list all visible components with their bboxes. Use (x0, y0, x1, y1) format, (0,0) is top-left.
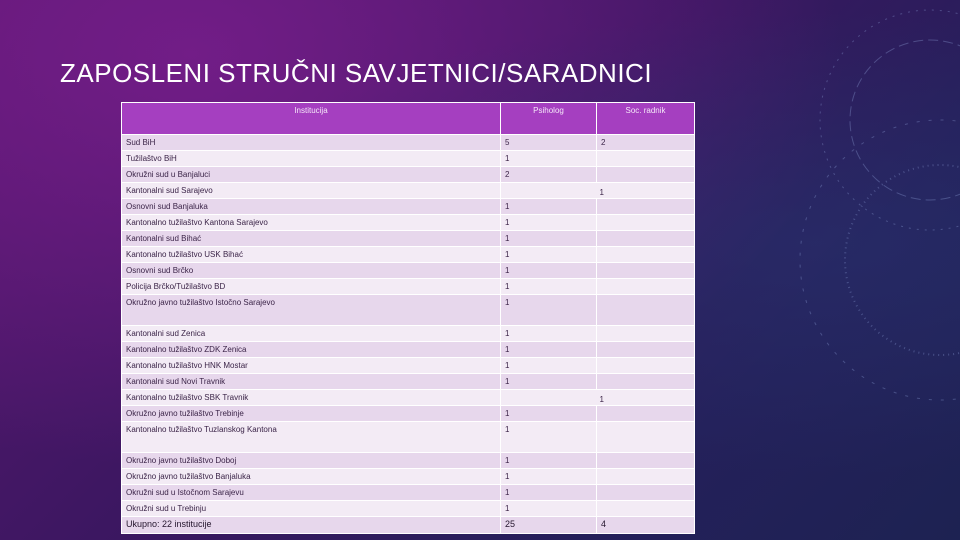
slide-title: ZAPOSLENI STRUČNI SAVJETNICI/SARADNICI (60, 58, 653, 88)
psiholog-cell: 1 (500, 198, 597, 215)
psiholog-cell: 1 (500, 230, 597, 247)
soc-radnik-cell (596, 166, 695, 183)
psiholog-cell: 1 (500, 357, 597, 374)
soc-radnik-cell (596, 246, 695, 263)
soc-radnik-cell (596, 150, 695, 167)
institution-cell: Okružni sud u Trebinju (121, 500, 501, 517)
header-soc-radnik: Soc. radnik (596, 102, 695, 135)
psiholog-cell: 1 (500, 246, 597, 263)
decorative-circles (799, 9, 960, 401)
table-row: Kantonalno tužilaštvo Tuzlanskog Kantona… (121, 421, 695, 453)
soc-radnik-cell (596, 357, 695, 374)
institution-cell: Kantonalni sud Zenica (121, 325, 501, 342)
table-row: Okružni sud u Banjaluci 2 (121, 166, 695, 183)
psiholog-cell: 1 (500, 484, 597, 501)
total-soc-radnik: 4 (596, 516, 695, 534)
psiholog-cell: 2 (500, 166, 597, 183)
table-row: Tužilaštvo BiH 1 (121, 150, 695, 167)
psiholog-cell: 1 (500, 405, 597, 422)
institution-cell: Okružni sud u Istočnom Sarajevu (121, 484, 501, 501)
psiholog-cell: 1 (500, 325, 597, 342)
table-row: Osnovni sud Brčko 1 (121, 262, 695, 279)
institution-cell: Kantonalni sud Bihać (121, 230, 501, 247)
psiholog-cell: 1 (500, 468, 597, 485)
institution-cell: Kantonalni sud Novi Travnik (121, 373, 501, 390)
table-row: Osnovni sud Banjaluka 1 (121, 198, 695, 215)
soc-radnik-cell (596, 405, 695, 422)
psiholog-cell: 1 (500, 452, 597, 469)
institution-cell: Kantonalno tužilaštvo USK Bihać (121, 246, 501, 263)
institution-cell: Okružno javno tužilaštvo Banjaluka (121, 468, 501, 485)
soc-radnik-cell: 2 (596, 134, 695, 151)
institution-cell: Kantonalno tužilaštvo HNK Mostar (121, 357, 501, 374)
institution-cell: Kantonalno tužilaštvo Tuzlanskog Kantona (121, 421, 501, 453)
institution-cell: Kantonalni sud Sarajevo (121, 182, 501, 199)
table-row: Okružni sud u Trebinju 1 (121, 500, 695, 517)
soc-radnik-cell (596, 373, 695, 390)
table-row: Okružno javno tužilaštvo Trebinje 1 (121, 405, 695, 422)
institution-cell: Kantonalno tužilaštvo ZDK Zenica (121, 341, 501, 358)
soc-radnik-cell (596, 421, 695, 453)
header-institucija: Institucija (121, 102, 501, 135)
soc-radnik-cell (596, 214, 695, 231)
soc-radnik-cell (596, 262, 695, 279)
soc-radnik-cell (596, 500, 695, 517)
institution-cell: Okružno javno tužilaštvo Trebinje (121, 405, 501, 422)
table-row: Okružno javno tužilaštvo Banjaluka 1 (121, 468, 695, 485)
soc-radnik-cell (596, 484, 695, 501)
table-row: Kantonalni sud Sarajevo 1 (121, 182, 695, 199)
soc-radnik-cell (596, 341, 695, 358)
psiholog-cell: 1 (500, 421, 597, 453)
institution-cell: Tužilaštvo BiH (121, 150, 501, 167)
table-row: Kantonalno tužilaštvo Kantona Sarajevo 1 (121, 214, 695, 231)
soc-radnik-cell (596, 294, 695, 326)
total-psiholog: 25 (500, 516, 597, 534)
table-header-row: Institucija Psiholog Soc. radnik (121, 102, 695, 135)
table-row: Policija Brčko/Tužilaštvo BD 1 (121, 278, 695, 295)
table-row: Kantonalni sud Bihać 1 (121, 230, 695, 247)
table-row: Kantonalni sud Zenica 1 (121, 325, 695, 342)
soc-radnik-cell (596, 278, 695, 295)
institution-cell: Sud BiH (121, 134, 501, 151)
soc-radnik-cell: 1 (500, 389, 695, 406)
institution-cell: Osnovni sud Brčko (121, 262, 501, 279)
header-psiholog: Psiholog (500, 102, 597, 135)
psiholog-cell: 1 (500, 341, 597, 358)
institution-cell: Okružno javno tužilaštvo Istočno Sarajev… (121, 294, 501, 326)
total-label: Ukupno: 22 institucije (121, 516, 501, 534)
institutions-table: Institucija Psiholog Soc. radnik Sud BiH… (121, 102, 695, 534)
psiholog-cell: 1 (500, 278, 597, 295)
table-row: Okružni sud u Istočnom Sarajevu 1 (121, 484, 695, 501)
table-row: Okružno javno tužilaštvo Istočno Sarajev… (121, 294, 695, 326)
table-row: Sud BiH 5 2 (121, 134, 695, 151)
table-row: Kantonalno tužilaštvo ZDK Zenica 1 (121, 341, 695, 358)
psiholog-cell: 1 (500, 294, 597, 326)
psiholog-cell: 1 (500, 373, 597, 390)
soc-radnik-cell (596, 198, 695, 215)
soc-radnik-cell: 1 (500, 182, 695, 199)
table-total-row: Ukupno: 22 institucije 25 4 (121, 516, 695, 534)
institution-cell: Kantonalno tužilaštvo SBK Travnik (121, 389, 501, 406)
institution-cell: Okružno javno tužilaštvo Doboj (121, 452, 501, 469)
soc-radnik-cell (596, 452, 695, 469)
psiholog-cell: 1 (500, 262, 597, 279)
soc-radnik-cell (596, 325, 695, 342)
psiholog-cell: 1 (500, 214, 597, 231)
psiholog-cell: 5 (500, 134, 597, 151)
soc-radnik-cell (596, 468, 695, 485)
institution-cell: Osnovni sud Banjaluka (121, 198, 501, 215)
institution-cell: Kantonalno tužilaštvo Kantona Sarajevo (121, 214, 501, 231)
table-row: Kantonalno tužilaštvo SBK Travnik 1 (121, 389, 695, 406)
institution-cell: Okružni sud u Banjaluci (121, 166, 501, 183)
table-row: Okružno javno tužilaštvo Doboj 1 (121, 452, 695, 469)
table-row: Kantonalno tužilaštvo USK Bihać 1 (121, 246, 695, 263)
soc-radnik-cell (596, 230, 695, 247)
table-row: Kantonalno tužilaštvo HNK Mostar 1 (121, 357, 695, 374)
table-row: Kantonalni sud Novi Travnik 1 (121, 373, 695, 390)
psiholog-cell: 1 (500, 150, 597, 167)
psiholog-cell: 1 (500, 500, 597, 517)
institution-cell: Policija Brčko/Tužilaštvo BD (121, 278, 501, 295)
